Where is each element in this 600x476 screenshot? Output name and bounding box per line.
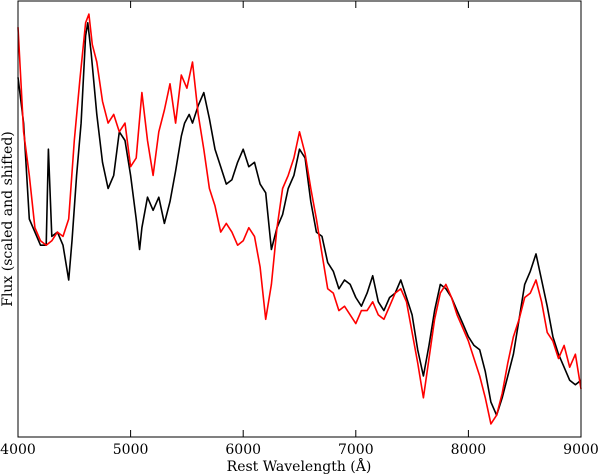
plot-frame	[17, 0, 582, 438]
x-tick-label: 5000	[113, 442, 149, 458]
series-layer	[17, 13, 582, 425]
x-tick-label: 7000	[338, 442, 374, 458]
x-tick-label: 8000	[451, 442, 487, 458]
y-axis-label: Flux (scaled and shifted)	[0, 131, 16, 307]
x-tick-label: 6000	[225, 442, 261, 458]
x-axis-label: Rest Wavelength (Å)	[227, 457, 372, 475]
x-tick-label: 9000	[563, 442, 599, 458]
black-spectrum-line	[17, 21, 582, 417]
plot-background	[18, 1, 581, 437]
x-tick-label: 4000	[0, 442, 36, 458]
x-tick-layer: 4000 5000 6000 7000 8000 9000	[0, 1, 599, 458]
red-spectrum-line	[17, 13, 582, 425]
